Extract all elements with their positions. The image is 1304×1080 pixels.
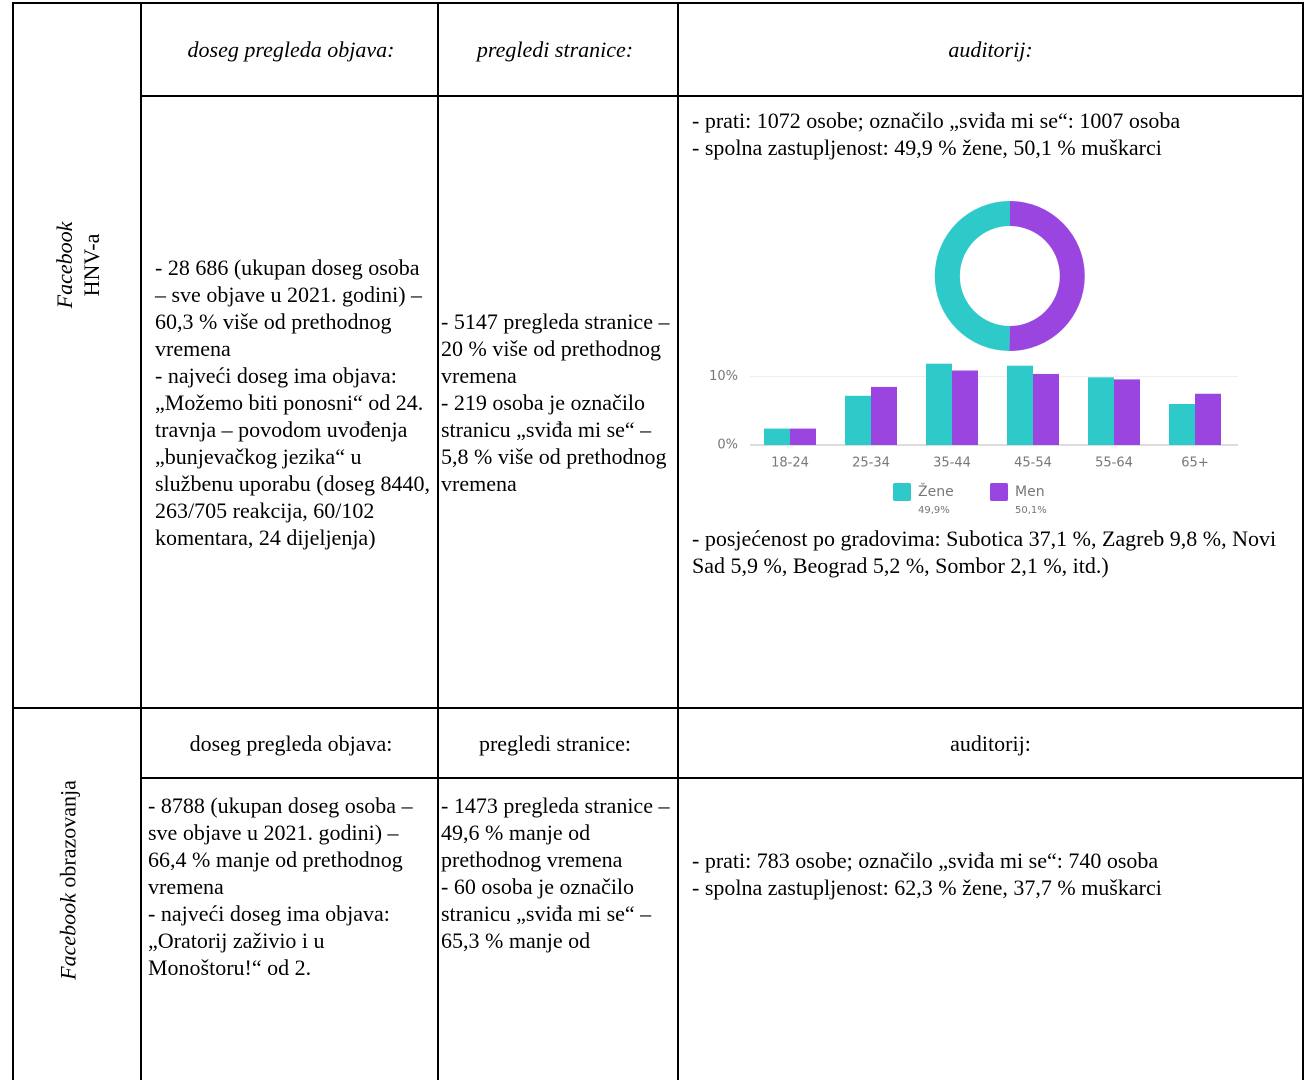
cell: - 8788 (ukupan doseg osoba – sve objave … bbox=[141, 792, 437, 981]
border bbox=[677, 2, 679, 1080]
paragraph: - najveći doseg ima objava: „Možemo biti… bbox=[155, 362, 430, 550]
cell: - prati: 783 osobe; označilo „sviđa mi s… bbox=[679, 847, 1302, 901]
paragraph: - 28 686 (ukupan doseg osoba – sve objav… bbox=[155, 254, 423, 361]
border bbox=[140, 777, 1303, 779]
bar bbox=[1088, 377, 1114, 445]
paragraph: - 8788 (ukupan doseg osoba – sve objave … bbox=[148, 793, 413, 899]
x-tick-label: 35-44 bbox=[933, 456, 971, 471]
legend-label: Žene bbox=[918, 482, 954, 500]
y-tick-label: 0% bbox=[717, 438, 738, 453]
border bbox=[140, 95, 1303, 97]
column-header: auditorij: bbox=[950, 730, 1031, 756]
legend-swatch bbox=[990, 483, 1008, 501]
x-tick-label: 55-64 bbox=[1095, 456, 1133, 471]
paragraph: - prati: 1072 osobe; označilo „sviđa mi … bbox=[692, 108, 1181, 133]
cell-text: - prati: 1072 osobe; označilo „sviđa mi … bbox=[692, 107, 1282, 161]
platform-label: Facebook obrazovanja bbox=[55, 780, 82, 980]
column-header: auditorij: bbox=[948, 37, 1033, 62]
paragraph: - 1473 pregleda stranice – 49,6 % manje … bbox=[441, 793, 670, 872]
paragraph: - spolna zastupljenost: 49,9 % žene, 50,… bbox=[692, 135, 1162, 160]
bar bbox=[952, 370, 978, 445]
x-tick-label: 65+ bbox=[1181, 456, 1208, 471]
legend-label: Men bbox=[1015, 484, 1045, 500]
paragraph: - 219 osoba je označilo stranicu „sviđa … bbox=[441, 389, 667, 496]
x-tick-label: 45-54 bbox=[1014, 456, 1052, 471]
bar bbox=[1007, 365, 1033, 445]
platform-name: obrazovanja bbox=[55, 780, 81, 888]
bar bbox=[1169, 404, 1195, 445]
border bbox=[12, 707, 1303, 709]
bar bbox=[871, 386, 897, 445]
paragraph: - prati: 783 osobe; označilo „sviđa mi s… bbox=[692, 848, 1159, 873]
donut-slice bbox=[934, 201, 1010, 351]
paragraph: - 60 osoba je označilo stranicu „sviđa m… bbox=[441, 874, 652, 953]
platform-name: HNV-a bbox=[79, 233, 104, 297]
cell: - prati: 1072 osobe; označilo „sviđa mi … bbox=[679, 97, 1302, 707]
bar bbox=[926, 363, 952, 445]
cell: - 28 686 (ukupan doseg osoba – sve objav… bbox=[141, 97, 437, 707]
border bbox=[140, 2, 142, 1080]
platform-name: Facebook bbox=[52, 221, 77, 309]
bar bbox=[764, 428, 790, 445]
cell-text: - posjećenost po gradovima: Subotica 37,… bbox=[692, 525, 1282, 579]
paragraph: - najveći doseg ima objava: „Oratorij za… bbox=[148, 901, 390, 980]
bar bbox=[1033, 373, 1059, 445]
bar bbox=[1114, 379, 1140, 445]
border bbox=[1302, 2, 1304, 1080]
cell: - 5147 pregleda stranice – 20 % više od … bbox=[438, 97, 677, 707]
border bbox=[437, 2, 439, 1080]
paragraph: - spolna zastupljenost: 62,3 % žene, 37,… bbox=[692, 875, 1162, 900]
border bbox=[12, 2, 14, 1080]
legend-share: 49,9% bbox=[918, 505, 950, 516]
y-tick-label: 10% bbox=[709, 369, 738, 384]
bar bbox=[845, 395, 871, 445]
donut-slice bbox=[1009, 201, 1085, 352]
cell: - 1473 pregleda stranice – 49,6 % manje … bbox=[438, 792, 677, 954]
x-tick-label: 25-34 bbox=[852, 456, 890, 471]
platform-name: Facebook bbox=[55, 893, 81, 980]
legend-swatch bbox=[893, 483, 911, 501]
column-header: pregledi stranice: bbox=[476, 37, 634, 62]
x-tick-label: 18-24 bbox=[771, 456, 809, 471]
column-header: pregledi stranice: bbox=[478, 730, 632, 756]
chart: 0% 10% 18-24 25-34 35-44 45-54 55-64 65+ Žene 49,… bbox=[709, 201, 1238, 516]
paragraph: - 5147 pregleda stranice – 20 % više od … bbox=[441, 308, 670, 388]
platform-label: Facebook HNV-a bbox=[51, 222, 105, 309]
column-header: doseg pregleda objava: bbox=[187, 37, 395, 62]
paragraph: - posjećenost po gradovima: Subotica 37,… bbox=[692, 526, 1277, 578]
bar bbox=[790, 428, 816, 445]
legend-share: 50,1% bbox=[1015, 505, 1047, 516]
border bbox=[12, 2, 1303, 4]
column-header: doseg pregleda objava: bbox=[189, 730, 393, 756]
bar bbox=[1195, 393, 1221, 445]
